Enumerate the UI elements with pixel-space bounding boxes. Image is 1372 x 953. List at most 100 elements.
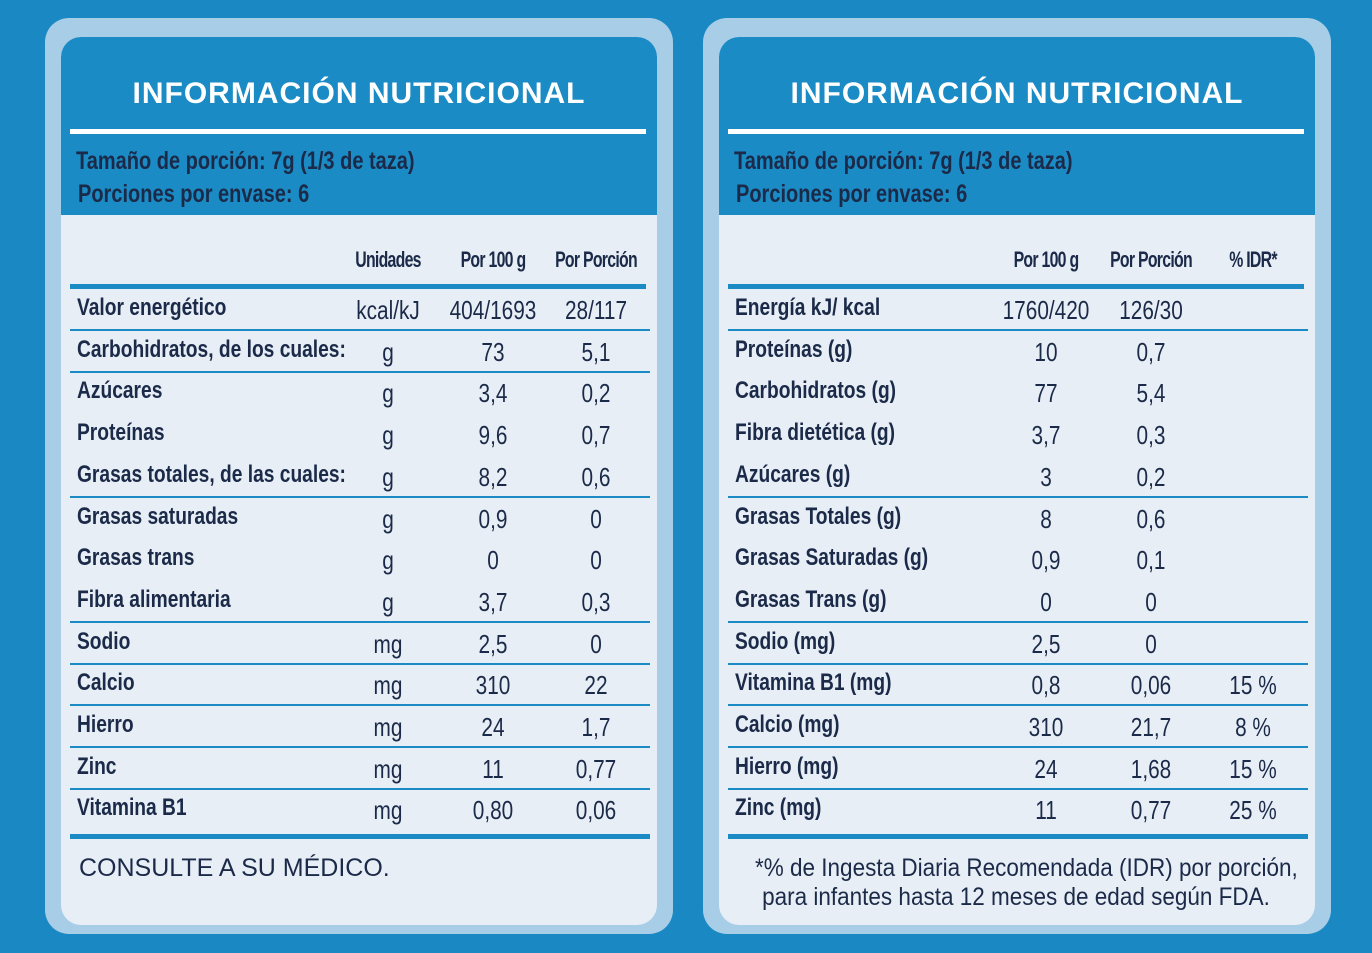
column-header: Por 100 g (460, 247, 527, 272)
cell: g (382, 461, 394, 492)
cell: 0,1 (1136, 545, 1166, 576)
cell: g (382, 586, 394, 617)
column-header: Por Porción (555, 247, 638, 272)
row-label: Zinc (mg) (735, 794, 822, 822)
cell: 0,6 (1136, 503, 1166, 534)
cell: 0,9 (478, 503, 508, 534)
cell: mg (373, 670, 403, 701)
cell: 0,7 (1136, 336, 1166, 367)
row-line (728, 620, 1308, 623)
cell: 3,7 (478, 586, 508, 617)
cell: 3 (1040, 461, 1052, 492)
cell: 1,7 (581, 712, 611, 742)
cell: 15 % (1229, 753, 1277, 784)
cell: 1,68 (1130, 753, 1172, 784)
row-label: Grasas totales, de las cuales: (77, 460, 346, 488)
cell: 0,77 (1130, 795, 1172, 826)
cell: 0,06 (1130, 670, 1172, 701)
servings-per-container: Porciones por envase: 6 (78, 180, 310, 208)
cell: 310 (475, 670, 511, 701)
title-rule (728, 129, 1304, 134)
cell: 3,7 (1031, 420, 1061, 451)
cell: 11 (482, 753, 504, 784)
row-label: Sodio (mg) (735, 627, 836, 655)
cell: 0 (487, 545, 499, 576)
cell: 126/30 (1119, 295, 1183, 325)
cell: mg (373, 753, 403, 784)
cell: 5,1 (581, 336, 611, 367)
cell: 0,80 (472, 795, 514, 826)
row-label: Grasas Totales (g) (735, 502, 902, 530)
row-label: Calcio (mg) (735, 711, 840, 738)
cell: 0 (1145, 628, 1157, 659)
cell: 25 % (1229, 795, 1277, 826)
cell: g (382, 378, 394, 409)
cell: 0 (590, 628, 602, 659)
cell: 0,7 (581, 420, 611, 451)
cell: 11 (1035, 795, 1057, 826)
cell: 8,2 (478, 461, 508, 492)
cell: 9,6 (478, 420, 508, 451)
row-line (728, 662, 1308, 665)
row-line (70, 662, 650, 665)
row-label: Grasas Saturadas (g) (735, 544, 929, 572)
cell: 0,2 (1136, 461, 1166, 492)
cell: 1760/420 (1002, 295, 1090, 325)
row-label: Sodio (77, 627, 131, 655)
serving-size: Tamaño de porción: 7g (1/3 de taza) (734, 147, 1073, 175)
cell: 0,2 (581, 378, 611, 409)
footer-note: para infantes hasta 12 meses de edad seg… (762, 883, 1270, 911)
row-label: Vitamina B1 (mg) (735, 669, 892, 697)
column-header: Por 100 g (1013, 247, 1080, 272)
cell: 73 (481, 336, 505, 367)
cell: 77 (1034, 378, 1058, 409)
column-header: Por Porción (1110, 247, 1193, 272)
cell: 8 (1040, 503, 1052, 534)
table-bottom-line (728, 834, 1308, 840)
cell: 15 % (1229, 670, 1277, 701)
row-label: Fibra alimentaria (77, 585, 231, 613)
row-line (70, 329, 650, 331)
cell: 0,9 (1031, 545, 1061, 576)
cell: g (382, 503, 394, 534)
cell: 24 (481, 712, 505, 742)
cell: 28/117 (564, 295, 628, 325)
cell: mg (373, 795, 403, 826)
row-label: Hierro (mg) (735, 752, 839, 780)
cell: mg (373, 712, 403, 742)
row-label: Grasas trans (77, 544, 195, 572)
row-line (70, 746, 650, 748)
cell: 5,4 (1136, 378, 1166, 409)
cell: 0 (1040, 586, 1052, 617)
cell: g (382, 336, 394, 367)
row-label: Zinc (77, 752, 117, 780)
cell: 0,3 (1136, 420, 1166, 451)
cell: 404/1693 (449, 295, 537, 325)
row-line (70, 704, 650, 707)
cell: 24 (1034, 753, 1058, 784)
cell: 0,06 (575, 795, 617, 826)
row-label: Proteínas (77, 419, 165, 447)
header-line (728, 284, 1304, 289)
cell: 2,5 (1031, 628, 1061, 659)
column-header: % IDR* (1229, 247, 1277, 272)
row-label: Fibra dietética (g) (735, 419, 896, 447)
cell: 0 (590, 503, 602, 534)
cell: 310 (1028, 712, 1064, 742)
row-line (70, 620, 650, 623)
cell: 3,4 (478, 378, 508, 409)
row-label: Energía kJ/ kcal (735, 294, 881, 321)
cell: 0,6 (581, 461, 611, 492)
cell: 22 (584, 670, 608, 701)
cell: 0 (1145, 586, 1157, 617)
cell: 0,8 (1031, 670, 1061, 701)
row-label: Vitamina B1 (77, 794, 187, 822)
cell: g (382, 545, 394, 576)
row-line (70, 787, 650, 790)
row-label: Calcio (77, 669, 135, 697)
panel-title: INFORMACIÓN NUTRICIONAL (790, 77, 1244, 110)
cell: mg (373, 628, 403, 659)
cell: 0,77 (575, 753, 617, 784)
row-line (728, 787, 1308, 790)
title-rule (70, 129, 646, 134)
